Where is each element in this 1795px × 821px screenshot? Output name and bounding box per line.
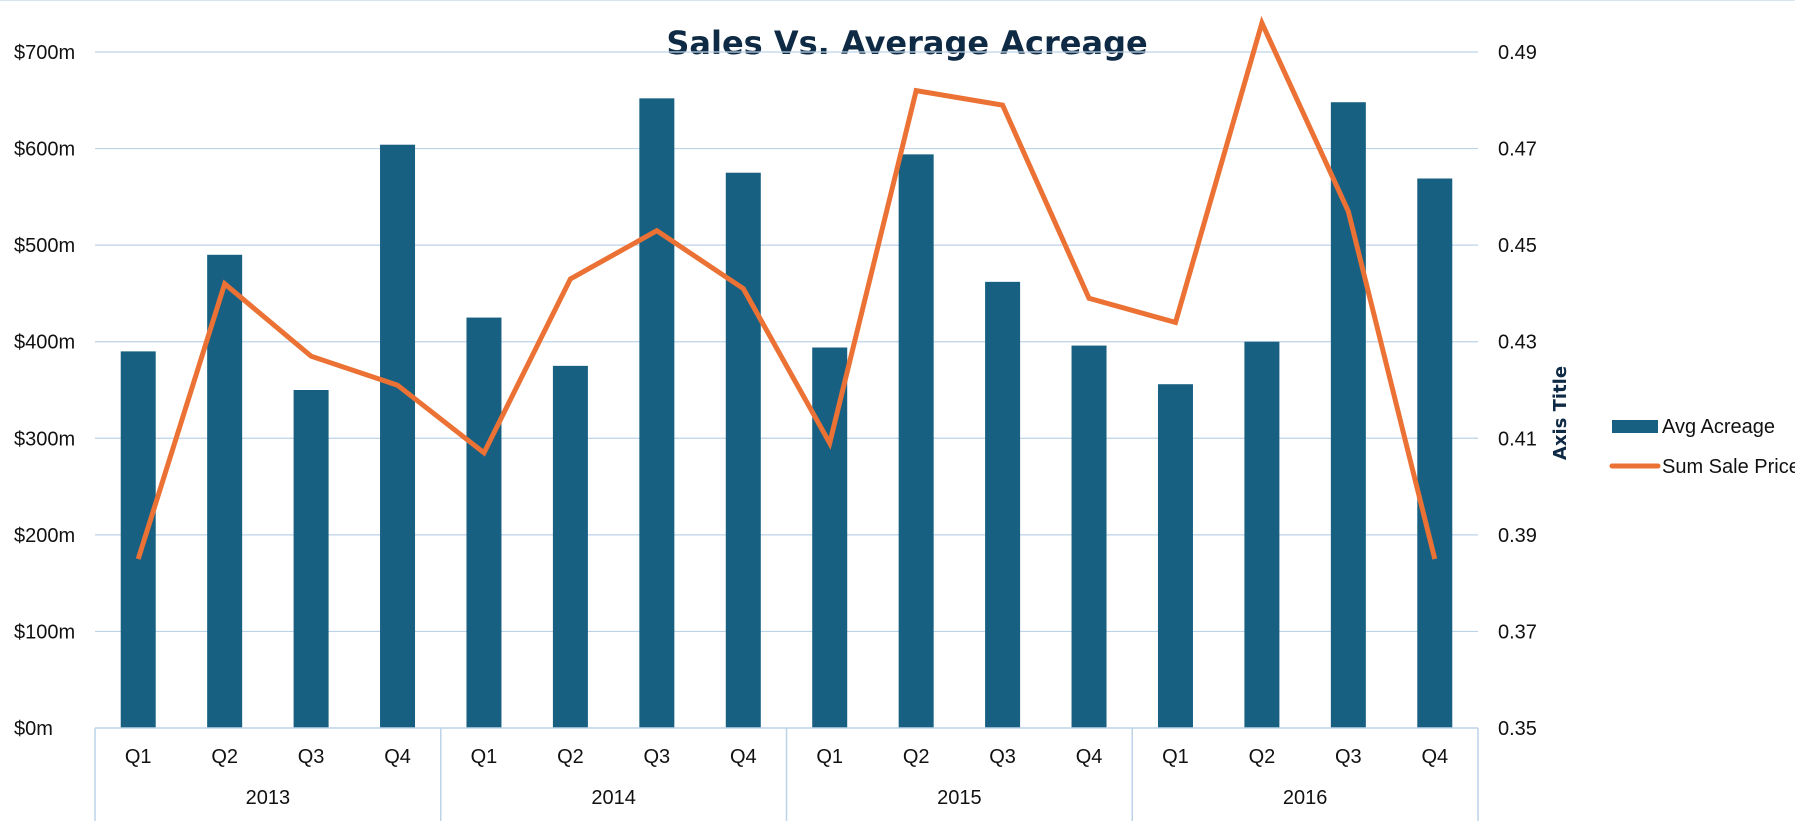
bar-avg-acreage (1417, 178, 1453, 729)
x-tick-label: Q3 (1335, 746, 1362, 768)
left-tick-label: $100m (14, 621, 75, 643)
bar-avg-acreage (985, 281, 1021, 728)
legend-bar-swatch (1612, 420, 1658, 433)
x-tick-label: Q4 (1076, 746, 1103, 768)
x-tick-label: Q4 (384, 746, 411, 768)
right-tick-label: 0.43 (1498, 332, 1537, 354)
right-axis: 0.35 0.37 0.39 0.41 0.43 0.45 0.47 0.49 (1498, 42, 1537, 740)
bar-avg-acreage (293, 390, 329, 728)
x-tick-label: Q2 (903, 746, 930, 768)
x-tick-label: Q1 (125, 746, 152, 768)
bar-avg-acreage (1244, 341, 1280, 728)
bar-avg-acreage (1330, 102, 1366, 728)
right-tick-label: 0.35 (1498, 718, 1537, 740)
bar-avg-acreage (898, 154, 934, 728)
right-tick-label: 0.47 (1498, 139, 1537, 161)
bar-avg-acreage (725, 172, 761, 728)
left-tick-label: $500m (14, 235, 75, 257)
x-group-label: 2015 (937, 787, 982, 809)
left-tick-label: $200m (14, 525, 75, 547)
line-series (135, 15, 1438, 560)
chart-title: Sales Vs. Average Acreage (666, 24, 1147, 62)
bar-avg-acreage (552, 365, 588, 728)
left-tick-label: $600m (14, 139, 75, 161)
x-tick-label: Q4 (1421, 746, 1448, 768)
bar-series (120, 98, 1453, 729)
bar-avg-acreage (120, 351, 156, 728)
right-tick-label: 0.45 (1498, 235, 1537, 257)
x-tick-label: Q1 (816, 746, 843, 768)
x-group-label: 2014 (591, 787, 636, 809)
legend-label-sum-sale-price: Sum Sale Price (1662, 456, 1795, 478)
left-tick-label: $700m (14, 42, 75, 64)
bar-avg-acreage (380, 144, 416, 729)
left-tick-label: $0m (14, 718, 53, 740)
right-tick-label: 0.37 (1498, 621, 1537, 643)
x-axis: Q1 Q2 Q3 Q4 Q1 Q2 Q3 Q4 Q1 Q2 Q3 Q4 Q1 Q2 Q3 Q4 2013 2014… (94, 727, 1479, 821)
bar-avg-acreage (1071, 345, 1107, 728)
x-group-label: 2016 (1283, 787, 1328, 809)
left-tick-label: $300m (14, 428, 75, 450)
x-tick-label: Q2 (1249, 746, 1276, 768)
bar-avg-acreage (466, 317, 502, 728)
right-axis-title: Axis Title (1550, 366, 1571, 460)
x-tick-label: Q2 (211, 746, 238, 768)
x-tick-label: Q3 (644, 746, 671, 768)
legend: Avg Acreage Sum Sale Price (1609, 416, 1795, 478)
right-tick-label: 0.49 (1498, 42, 1537, 64)
bar-avg-acreage (207, 254, 243, 729)
x-tick-label: Q2 (557, 746, 584, 768)
x-group-label: 2013 (246, 787, 291, 809)
bar-avg-acreage (1157, 384, 1193, 728)
x-tick-label: Q1 (1162, 746, 1189, 768)
left-axis: $0m $100m $200m $300m $400m $500m $600m $700m (14, 42, 75, 740)
legend-label-avg-acreage: Avg Acreage (1662, 416, 1775, 438)
right-tick-label: 0.39 (1498, 525, 1537, 547)
bar-avg-acreage (812, 347, 848, 728)
x-tick-label: Q3 (989, 746, 1016, 768)
line-sum-sale-price (135, 15, 1438, 560)
right-tick-label: 0.41 (1498, 428, 1537, 450)
x-tick-label: Q3 (298, 746, 325, 768)
bar-avg-acreage (639, 98, 675, 728)
left-tick-label: $400m (14, 332, 75, 354)
x-tick-label: Q4 (730, 746, 757, 768)
x-tick-label: Q1 (471, 746, 498, 768)
